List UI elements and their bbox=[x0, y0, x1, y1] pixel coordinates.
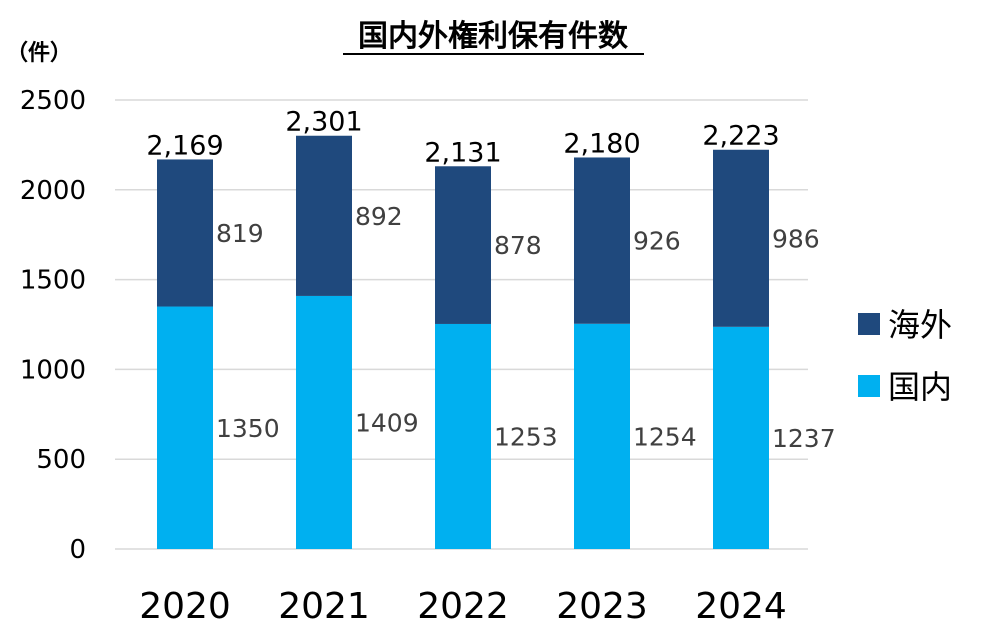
data-label-total: 2,131 bbox=[424, 137, 501, 168]
bar-segment-overseas bbox=[713, 149, 769, 327]
data-label-domestic: 1253 bbox=[494, 422, 558, 451]
legend-swatch bbox=[858, 313, 880, 335]
bar-segment-overseas bbox=[296, 135, 352, 296]
y-tick-label: 2000 bbox=[20, 176, 86, 206]
chart-title: 国内外権利保有件数 bbox=[358, 19, 629, 54]
data-label-total: 2,223 bbox=[702, 121, 779, 152]
legend-label: 海外 bbox=[888, 306, 952, 344]
data-label-domestic: 1237 bbox=[772, 424, 836, 453]
bar-segment-overseas bbox=[435, 166, 491, 324]
bar-segment-domestic bbox=[713, 326, 769, 549]
x-tick-label: 2023 bbox=[556, 586, 648, 627]
bar-segment-domestic bbox=[574, 323, 630, 549]
data-label-domestic: 1409 bbox=[355, 408, 419, 437]
y-axis-unit-label: （件） bbox=[6, 41, 72, 66]
x-tick-label: 2021 bbox=[278, 586, 370, 627]
y-tick-label: 2500 bbox=[20, 86, 86, 116]
y-axis-ticks: 0 500 1000 1500 2000 2500 bbox=[20, 86, 86, 565]
legend-swatch bbox=[858, 375, 880, 397]
bar-segment-domestic bbox=[157, 306, 213, 549]
data-label-overseas: 819 bbox=[216, 219, 264, 248]
legend-label: 国内 bbox=[888, 368, 952, 406]
data-label-domestic: 1350 bbox=[216, 414, 280, 443]
data-label-overseas: 986 bbox=[772, 224, 820, 253]
data-label-overseas: 892 bbox=[355, 202, 403, 231]
bar-segment-domestic bbox=[296, 295, 352, 549]
x-axis-ticks: 2020 2021 2022 2023 2024 bbox=[139, 586, 787, 627]
bar-segment-overseas bbox=[157, 159, 213, 307]
x-tick-label: 2020 bbox=[139, 586, 231, 627]
bar-segment-domestic bbox=[435, 323, 491, 549]
y-tick-label: 500 bbox=[36, 445, 86, 475]
y-tick-label: 0 bbox=[69, 535, 86, 565]
data-label-total: 2,180 bbox=[563, 128, 640, 159]
data-label-domestic: 1254 bbox=[633, 422, 697, 451]
data-label-total: 2,301 bbox=[285, 107, 362, 138]
bars: 1350 819 2,169 1409 892 2,301 1253 878 2,131 1254… bbox=[146, 107, 836, 549]
x-tick-label: 2022 bbox=[417, 586, 509, 627]
data-label-overseas: 926 bbox=[633, 227, 681, 256]
bar-segment-overseas bbox=[574, 157, 630, 324]
x-tick-label: 2024 bbox=[695, 586, 787, 627]
y-tick-label: 1500 bbox=[20, 266, 86, 296]
data-label-overseas: 878 bbox=[494, 231, 542, 260]
y-tick-label: 1000 bbox=[20, 355, 86, 385]
data-label-total: 2,169 bbox=[146, 130, 223, 161]
